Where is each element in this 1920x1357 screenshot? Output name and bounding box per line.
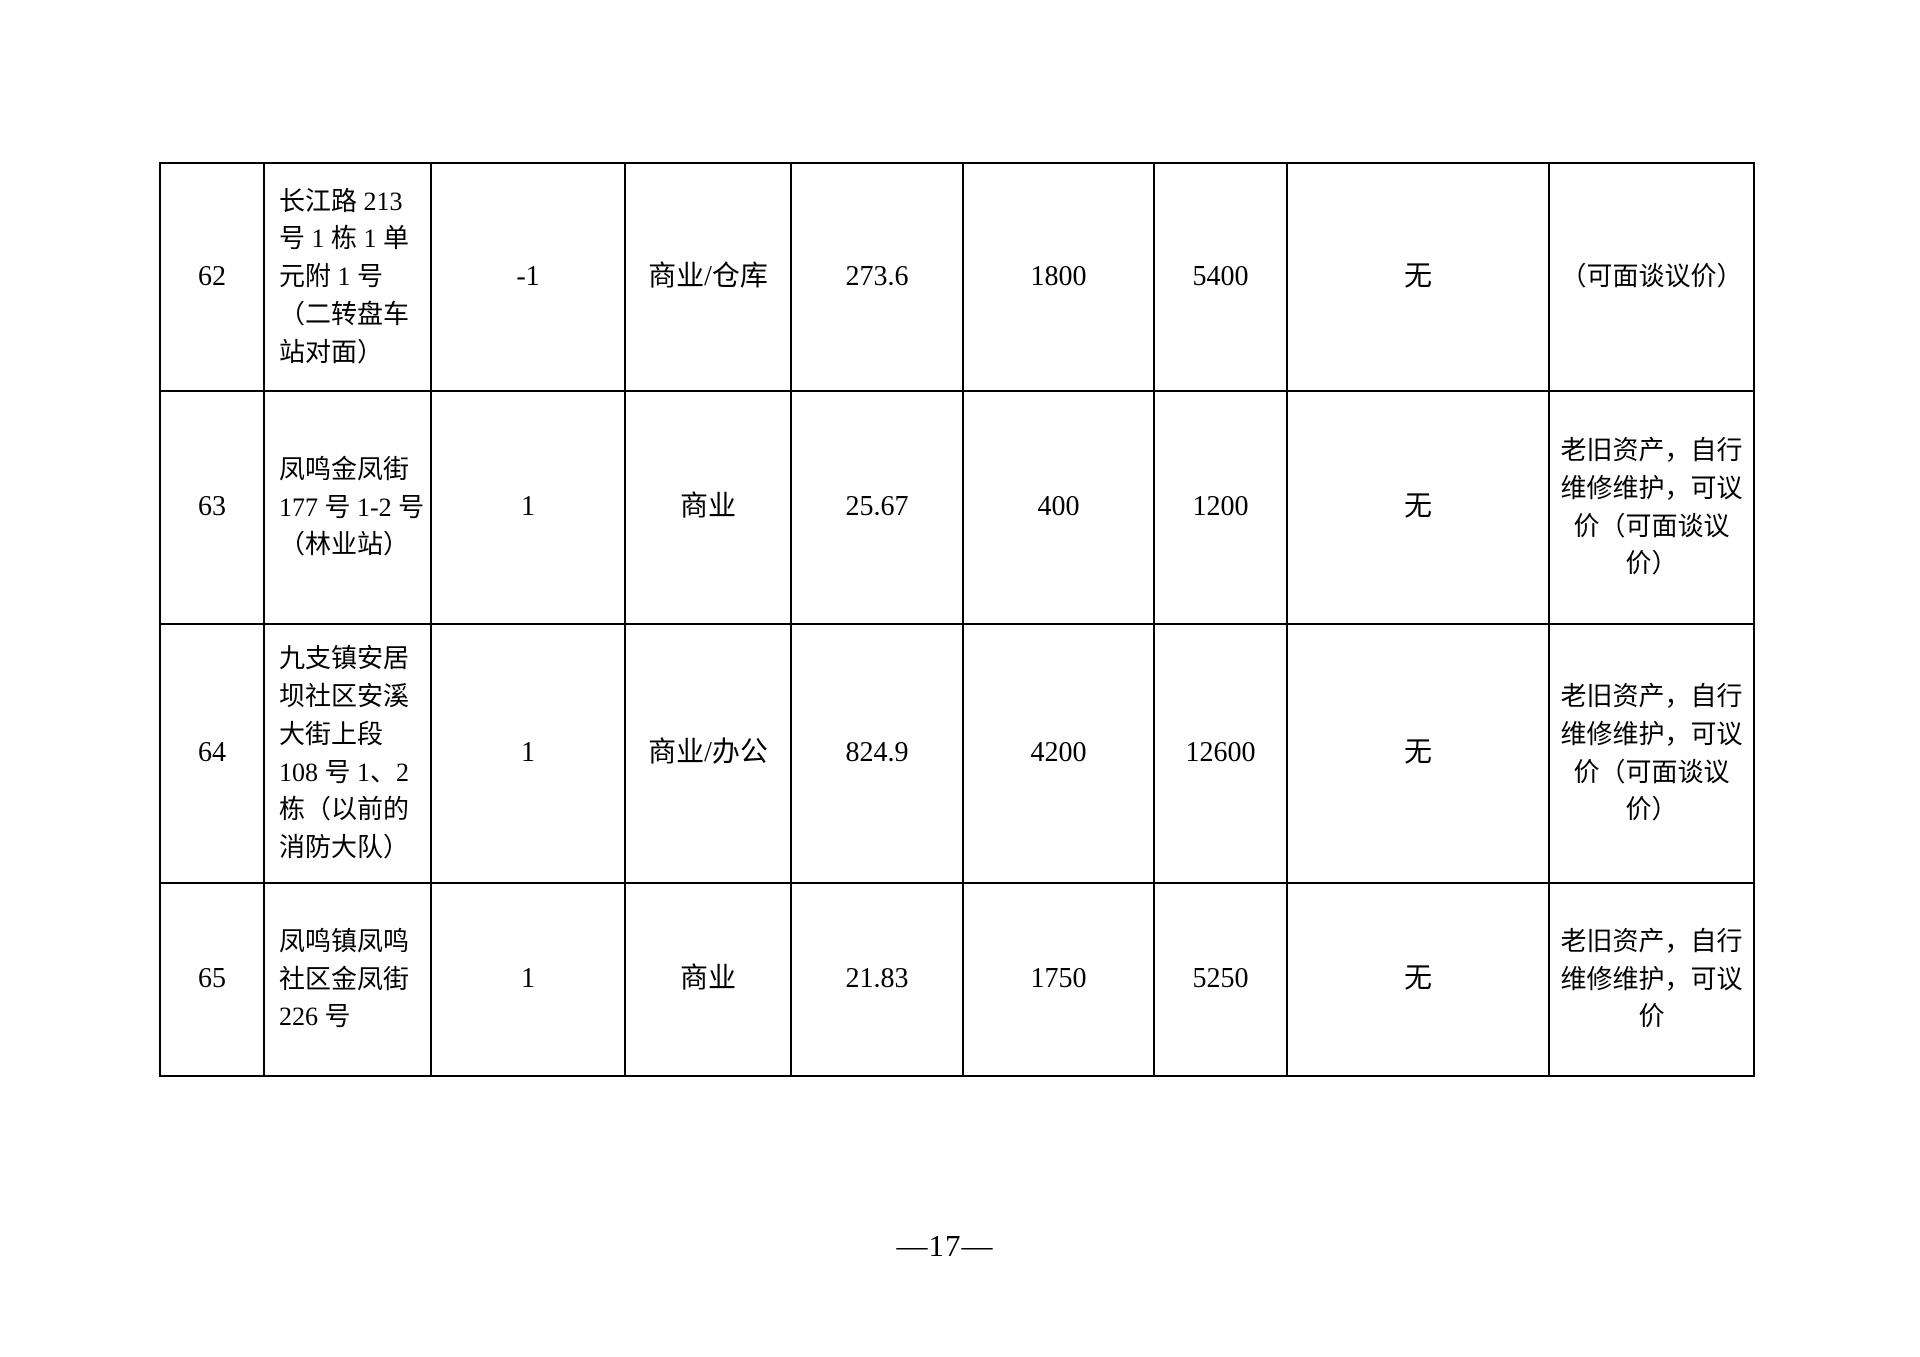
cell-remark: 老旧资产，自行 维修维护，可议 价（可面谈议 价） — [1548, 623, 1755, 884]
cell-address: 凤鸣金凤街 177 号 1-2 号 （林业站） — [263, 390, 432, 625]
cell-area: 25.67 — [790, 390, 964, 625]
cell-total: 12600 — [1153, 623, 1288, 884]
cell-remark: 老旧资产，自行 维修维护，可议 价（可面谈议 价） — [1548, 390, 1755, 625]
cell-none: 无 — [1286, 882, 1550, 1077]
cell-price: 400 — [962, 390, 1155, 625]
cell-none: 无 — [1286, 623, 1550, 884]
cell-remark: （可面谈议价） — [1548, 162, 1755, 392]
cell-usage: 商业/办公 — [624, 623, 792, 884]
cell-total: 5400 — [1153, 162, 1288, 392]
cell-area: 21.83 — [790, 882, 964, 1077]
cell-price: 1750 — [962, 882, 1155, 1077]
cell-seq: 65 — [159, 882, 265, 1077]
page-number: —17— — [896, 1228, 994, 1263]
cell-total: 1200 — [1153, 390, 1288, 625]
cell-price: 1800 — [962, 162, 1155, 392]
cell-address: 凤鸣镇凤鸣 社区金凤街 226 号 — [263, 882, 432, 1077]
cell-none: 无 — [1286, 390, 1550, 625]
cell-floor: 1 — [430, 623, 626, 884]
table-row: 63 凤鸣金凤街 177 号 1-2 号 （林业站） 1 商业 25.67 40… — [159, 390, 1755, 625]
cell-usage: 商业/仓库 — [624, 162, 792, 392]
cell-address: 长江路 213 号 1 栋 1 单 元附 1 号 （二转盘车 站对面） — [263, 162, 432, 392]
table-row: 62 长江路 213 号 1 栋 1 单 元附 1 号 （二转盘车 站对面） -… — [159, 162, 1755, 392]
cell-seq: 63 — [159, 390, 265, 625]
cell-usage: 商业 — [624, 390, 792, 625]
cell-address: 九支镇安居 坝社区安溪 大街上段 108 号 1、2 栋（以前的 消防大队） — [263, 623, 432, 884]
asset-listing-table: 62 长江路 213 号 1 栋 1 单 元附 1 号 （二转盘车 站对面） -… — [159, 162, 1755, 1077]
cell-seq: 62 — [159, 162, 265, 392]
cell-floor: 1 — [430, 882, 626, 1077]
cell-usage: 商业 — [624, 882, 792, 1077]
cell-remark: 老旧资产，自行 维修维护，可议 价 — [1548, 882, 1755, 1077]
cell-floor: -1 — [430, 162, 626, 392]
cell-none: 无 — [1286, 162, 1550, 392]
cell-price: 4200 — [962, 623, 1155, 884]
cell-floor: 1 — [430, 390, 626, 625]
cell-area: 273.6 — [790, 162, 964, 392]
cell-area: 824.9 — [790, 623, 964, 884]
table-row: 64 九支镇安居 坝社区安溪 大街上段 108 号 1、2 栋（以前的 消防大队… — [159, 623, 1755, 884]
cell-total: 5250 — [1153, 882, 1288, 1077]
table-row: 65 凤鸣镇凤鸣 社区金凤街 226 号 1 商业 21.83 1750 525… — [159, 882, 1755, 1077]
cell-seq: 64 — [159, 623, 265, 884]
